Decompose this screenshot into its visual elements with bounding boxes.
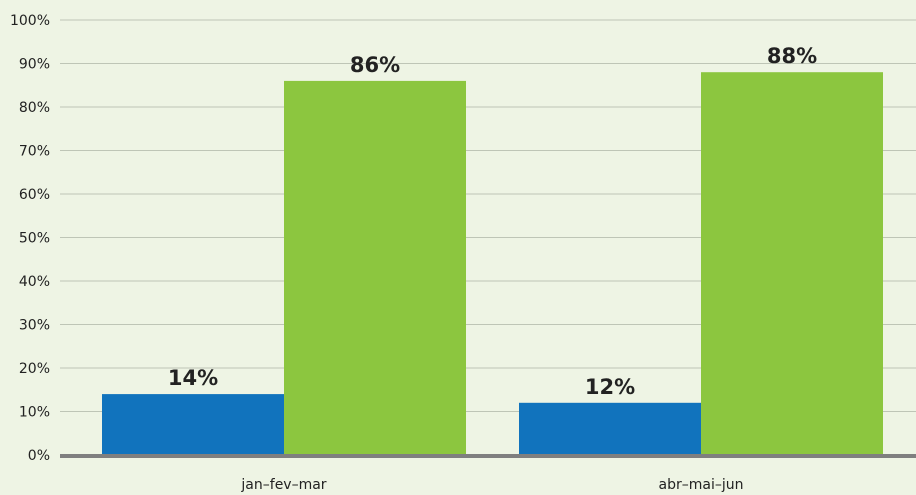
y-tick-label-40: 40% — [19, 274, 50, 290]
bars — [102, 72, 883, 456]
y-tick-label-60: 60% — [19, 187, 50, 203]
bar-series-0-category-0 — [102, 394, 284, 455]
y-tick-label-100: 100% — [10, 13, 50, 29]
data-label-series-0-category-1: 12% — [585, 375, 635, 399]
y-tick-label-90: 90% — [19, 57, 50, 73]
gridlines — [60, 19, 916, 412]
data-label-series-1-category-0: 86% — [350, 53, 400, 77]
y-axis-tick-labels: 0% 10% 20% 30% 40% 50% 60% 70% 80% 90% 100% — [10, 13, 50, 464]
bar-series-1-category-0 — [284, 80, 466, 456]
bar-series-1-category-1 — [701, 72, 883, 455]
x-tick-label-1: abr–mai–jun — [659, 477, 744, 493]
data-label-series-0-category-0: 14% — [168, 366, 218, 390]
y-tick-label-10: 10% — [19, 405, 50, 421]
y-tick-label-50: 50% — [19, 231, 50, 247]
y-tick-label-20: 20% — [19, 361, 50, 377]
y-tick-label-30: 30% — [19, 318, 50, 334]
x-axis-baseline-line — [60, 454, 916, 458]
data-label-series-1-category-1: 88% — [767, 44, 817, 68]
x-tick-label-0: jan–fev–mar — [240, 477, 326, 493]
y-tick-label-70: 70% — [19, 144, 50, 160]
y-tick-label-80: 80% — [19, 100, 50, 116]
x-axis-tick-labels: jan–fev–mar abr–mai–jun — [240, 477, 743, 493]
y-tick-label-0: 0% — [28, 448, 50, 464]
bar-series-0-category-1 — [519, 402, 701, 455]
x-axis-baseline — [60, 454, 916, 458]
data-labels: 14% 86% 12% 88% — [168, 44, 817, 399]
